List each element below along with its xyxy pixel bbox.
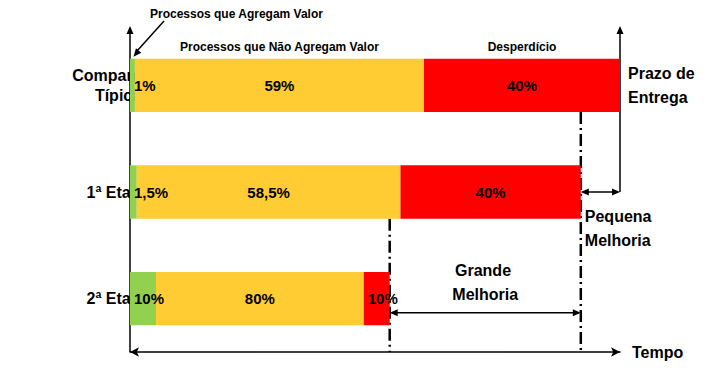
svg-text:10%: 10% (368, 290, 398, 307)
svg-text:10%: 10% (134, 290, 164, 307)
svg-text:Prazo de: Prazo de (628, 65, 699, 82)
svg-text:Melhoria: Melhoria (585, 232, 651, 249)
svg-text:Processos que Agregam Valor: Processos que Agregam Valor (150, 7, 323, 21)
svg-text:80%: 80% (245, 290, 275, 307)
svg-text:40%: 40% (476, 184, 506, 201)
svg-text:58,5%: 58,5% (247, 184, 290, 201)
svg-text:Desperdício: Desperdício (488, 40, 557, 54)
svg-text:Companhia: Companhia (72, 66, 164, 84)
svg-text:Típica: Típica (94, 86, 142, 104)
svg-text:Processos que Não Agregam Valo: Processos que Não Agregam Valor (180, 40, 379, 54)
svg-text:1,5%: 1,5% (134, 184, 168, 201)
svg-text:1ª Etapa: 1ª Etapa (86, 183, 150, 201)
svg-text:59%: 59% (264, 77, 294, 94)
svg-text:Grande: Grande (455, 262, 515, 279)
svg-text:2ª Etapa: 2ª Etapa (86, 290, 150, 308)
svg-text:Tempo: Tempo (632, 344, 683, 361)
svg-text:Pequena: Pequena (585, 208, 656, 225)
svg-text:40%: 40% (507, 77, 537, 94)
svg-text:Melhoria: Melhoria (452, 286, 518, 303)
svg-text:Entrega: Entrega (628, 89, 688, 106)
svg-text:1%: 1% (134, 77, 156, 94)
